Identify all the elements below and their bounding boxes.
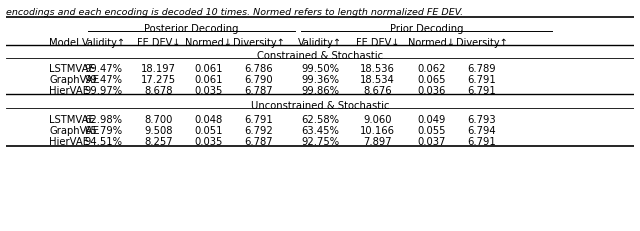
Text: Constrained & Stochastic: Constrained & Stochastic [257,51,383,61]
Text: HierVAE: HierVAE [49,136,89,146]
Text: 0.035: 0.035 [194,136,223,146]
Text: Diversity↑: Diversity↑ [233,37,284,47]
Text: 62.58%: 62.58% [301,115,339,125]
Text: 0.065: 0.065 [417,74,446,84]
Text: FE DEV↓: FE DEV↓ [356,37,399,47]
Text: GraphVAE: GraphVAE [49,74,99,84]
Text: Prior Decoding: Prior Decoding [390,24,463,34]
Text: 0.062: 0.062 [417,64,446,73]
Text: 6.794: 6.794 [467,125,496,135]
Text: LSTMVAE: LSTMVAE [49,64,95,73]
Text: 8.257: 8.257 [145,136,173,146]
Text: 0.035: 0.035 [194,85,223,95]
Text: 65.79%: 65.79% [84,125,123,135]
Text: Validity↑: Validity↑ [82,37,125,47]
Text: Diversity↑: Diversity↑ [456,37,508,47]
Text: Model: Model [49,37,79,47]
Text: 6.791: 6.791 [467,74,496,84]
Text: 6.789: 6.789 [467,64,496,73]
Text: 0.061: 0.061 [194,64,223,73]
Text: 7.897: 7.897 [364,136,392,146]
Text: 9.060: 9.060 [364,115,392,125]
Text: 8.700: 8.700 [145,115,173,125]
Text: 0.061: 0.061 [194,74,223,84]
Text: 8.676: 8.676 [364,85,392,95]
Text: 0.051: 0.051 [194,125,223,135]
Text: 62.98%: 62.98% [84,115,123,125]
Text: 99.50%: 99.50% [301,64,339,73]
Text: Normed↓: Normed↓ [185,37,232,47]
Text: encodings and each encoding is decoded 10 times. Normed refers to length normali: encodings and each encoding is decoded 1… [6,8,463,17]
Text: 94.51%: 94.51% [84,136,123,146]
Text: 17.275: 17.275 [141,74,177,84]
Text: 18.197: 18.197 [141,64,176,73]
Text: GraphVAE: GraphVAE [49,125,99,135]
Text: 8.678: 8.678 [145,85,173,95]
Text: 0.048: 0.048 [194,115,223,125]
Text: 18.534: 18.534 [360,74,395,84]
Text: Unconstrained & Stochastic: Unconstrained & Stochastic [251,100,389,110]
Text: 99.47%: 99.47% [84,64,123,73]
Text: 6.791: 6.791 [467,85,496,95]
Text: 0.037: 0.037 [417,136,446,146]
Text: FE DEV↓: FE DEV↓ [137,37,180,47]
Text: 0.049: 0.049 [417,115,446,125]
Text: 6.787: 6.787 [244,85,273,95]
Text: 6.793: 6.793 [467,115,496,125]
Text: 6.791: 6.791 [244,115,273,125]
Text: 0.036: 0.036 [417,85,446,95]
Text: 99.47%: 99.47% [84,74,123,84]
Text: 6.791: 6.791 [467,136,496,146]
Text: 6.792: 6.792 [244,125,273,135]
Text: 6.787: 6.787 [244,136,273,146]
Text: 99.36%: 99.36% [301,74,339,84]
Text: 0.055: 0.055 [417,125,446,135]
Text: 99.86%: 99.86% [301,85,339,95]
Text: 99.97%: 99.97% [84,85,123,95]
Text: 6.786: 6.786 [244,64,273,73]
Text: Normed↓: Normed↓ [408,37,455,47]
Text: Posterior Decoding: Posterior Decoding [144,24,239,34]
Text: 10.166: 10.166 [360,125,396,135]
Text: 63.45%: 63.45% [301,125,339,135]
Text: 6.790: 6.790 [244,74,273,84]
Text: Validity↑: Validity↑ [298,37,342,47]
Text: HierVAE: HierVAE [49,85,89,95]
Text: 9.508: 9.508 [145,125,173,135]
Text: 92.75%: 92.75% [301,136,339,146]
Text: 18.536: 18.536 [360,64,395,73]
Text: LSTMVAE: LSTMVAE [49,115,95,125]
